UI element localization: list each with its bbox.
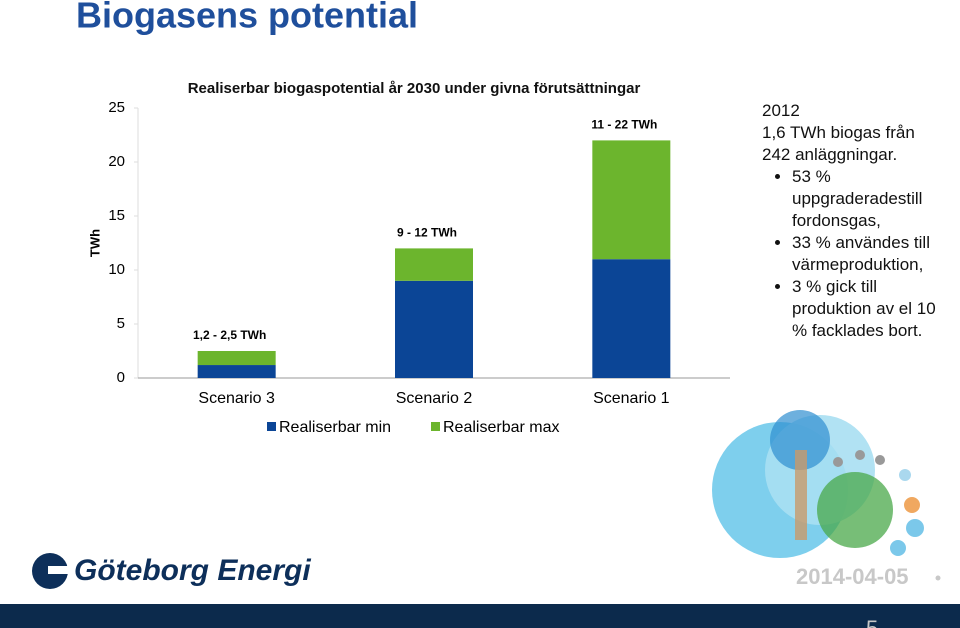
legend-label: Realiserbar min [279,419,391,436]
legend-swatch [267,422,276,431]
intro-line: 242 anläggningar. [762,145,898,164]
bar-segment [197,351,276,366]
y-tick-label: 15 [108,207,125,224]
dot [935,575,941,581]
slide-title: Biogasens potential [76,0,418,36]
bar-segment [395,248,473,281]
bullet: 53 % uppgraderadestill fordonsgas, [792,166,954,232]
side-text: 2012 1,6 TWh biogas från 242 anläggningar.… [762,100,954,342]
bar-segment [592,140,671,260]
legend-label: Realiserbar max [443,419,559,436]
annotation: 9 - 12 TWh [397,226,457,240]
x-tick-label: Scenario 2 [396,390,473,407]
bar-segment [395,280,473,378]
bullet: 3 % gick till produktion av el 10 % fack… [792,276,954,342]
x-tick-label: Scenario 3 [198,390,275,407]
page-number: 5 [866,616,878,628]
date: 2014-04-05 [796,564,909,589]
y-tick-label: 25 [108,99,125,116]
annotation: 1,2 - 2,5 TWh [193,328,266,342]
y-tick-label: 10 [108,261,125,278]
bullet: 33 % användes till värmeproduktion, [792,232,954,276]
y-tick-label: 5 [117,315,125,332]
intro-line: 1,6 TWh biogas från [762,123,915,142]
bar-segment [592,259,671,378]
footer-bar [0,604,960,628]
y-tick-label: 0 [117,369,125,386]
legend-swatch [431,422,440,431]
decoration [712,410,924,558]
bar-segment [197,365,276,378]
logo-text: Göteborg Energi [74,554,311,587]
x-tick-label: Scenario 1 [593,390,670,407]
annotation: 11 - 22 TWh [591,118,657,132]
intro-line: 2012 [762,101,800,120]
chart-title: Realiserbar biogaspotential år 2030 unde… [188,80,641,97]
logo: Göteborg Energi [32,553,311,589]
y-axis-label: TWh [87,229,102,257]
y-tick-label: 20 [108,153,125,170]
bullet-list: 53 % uppgraderadestill fordonsgas,33 % a… [762,166,954,342]
